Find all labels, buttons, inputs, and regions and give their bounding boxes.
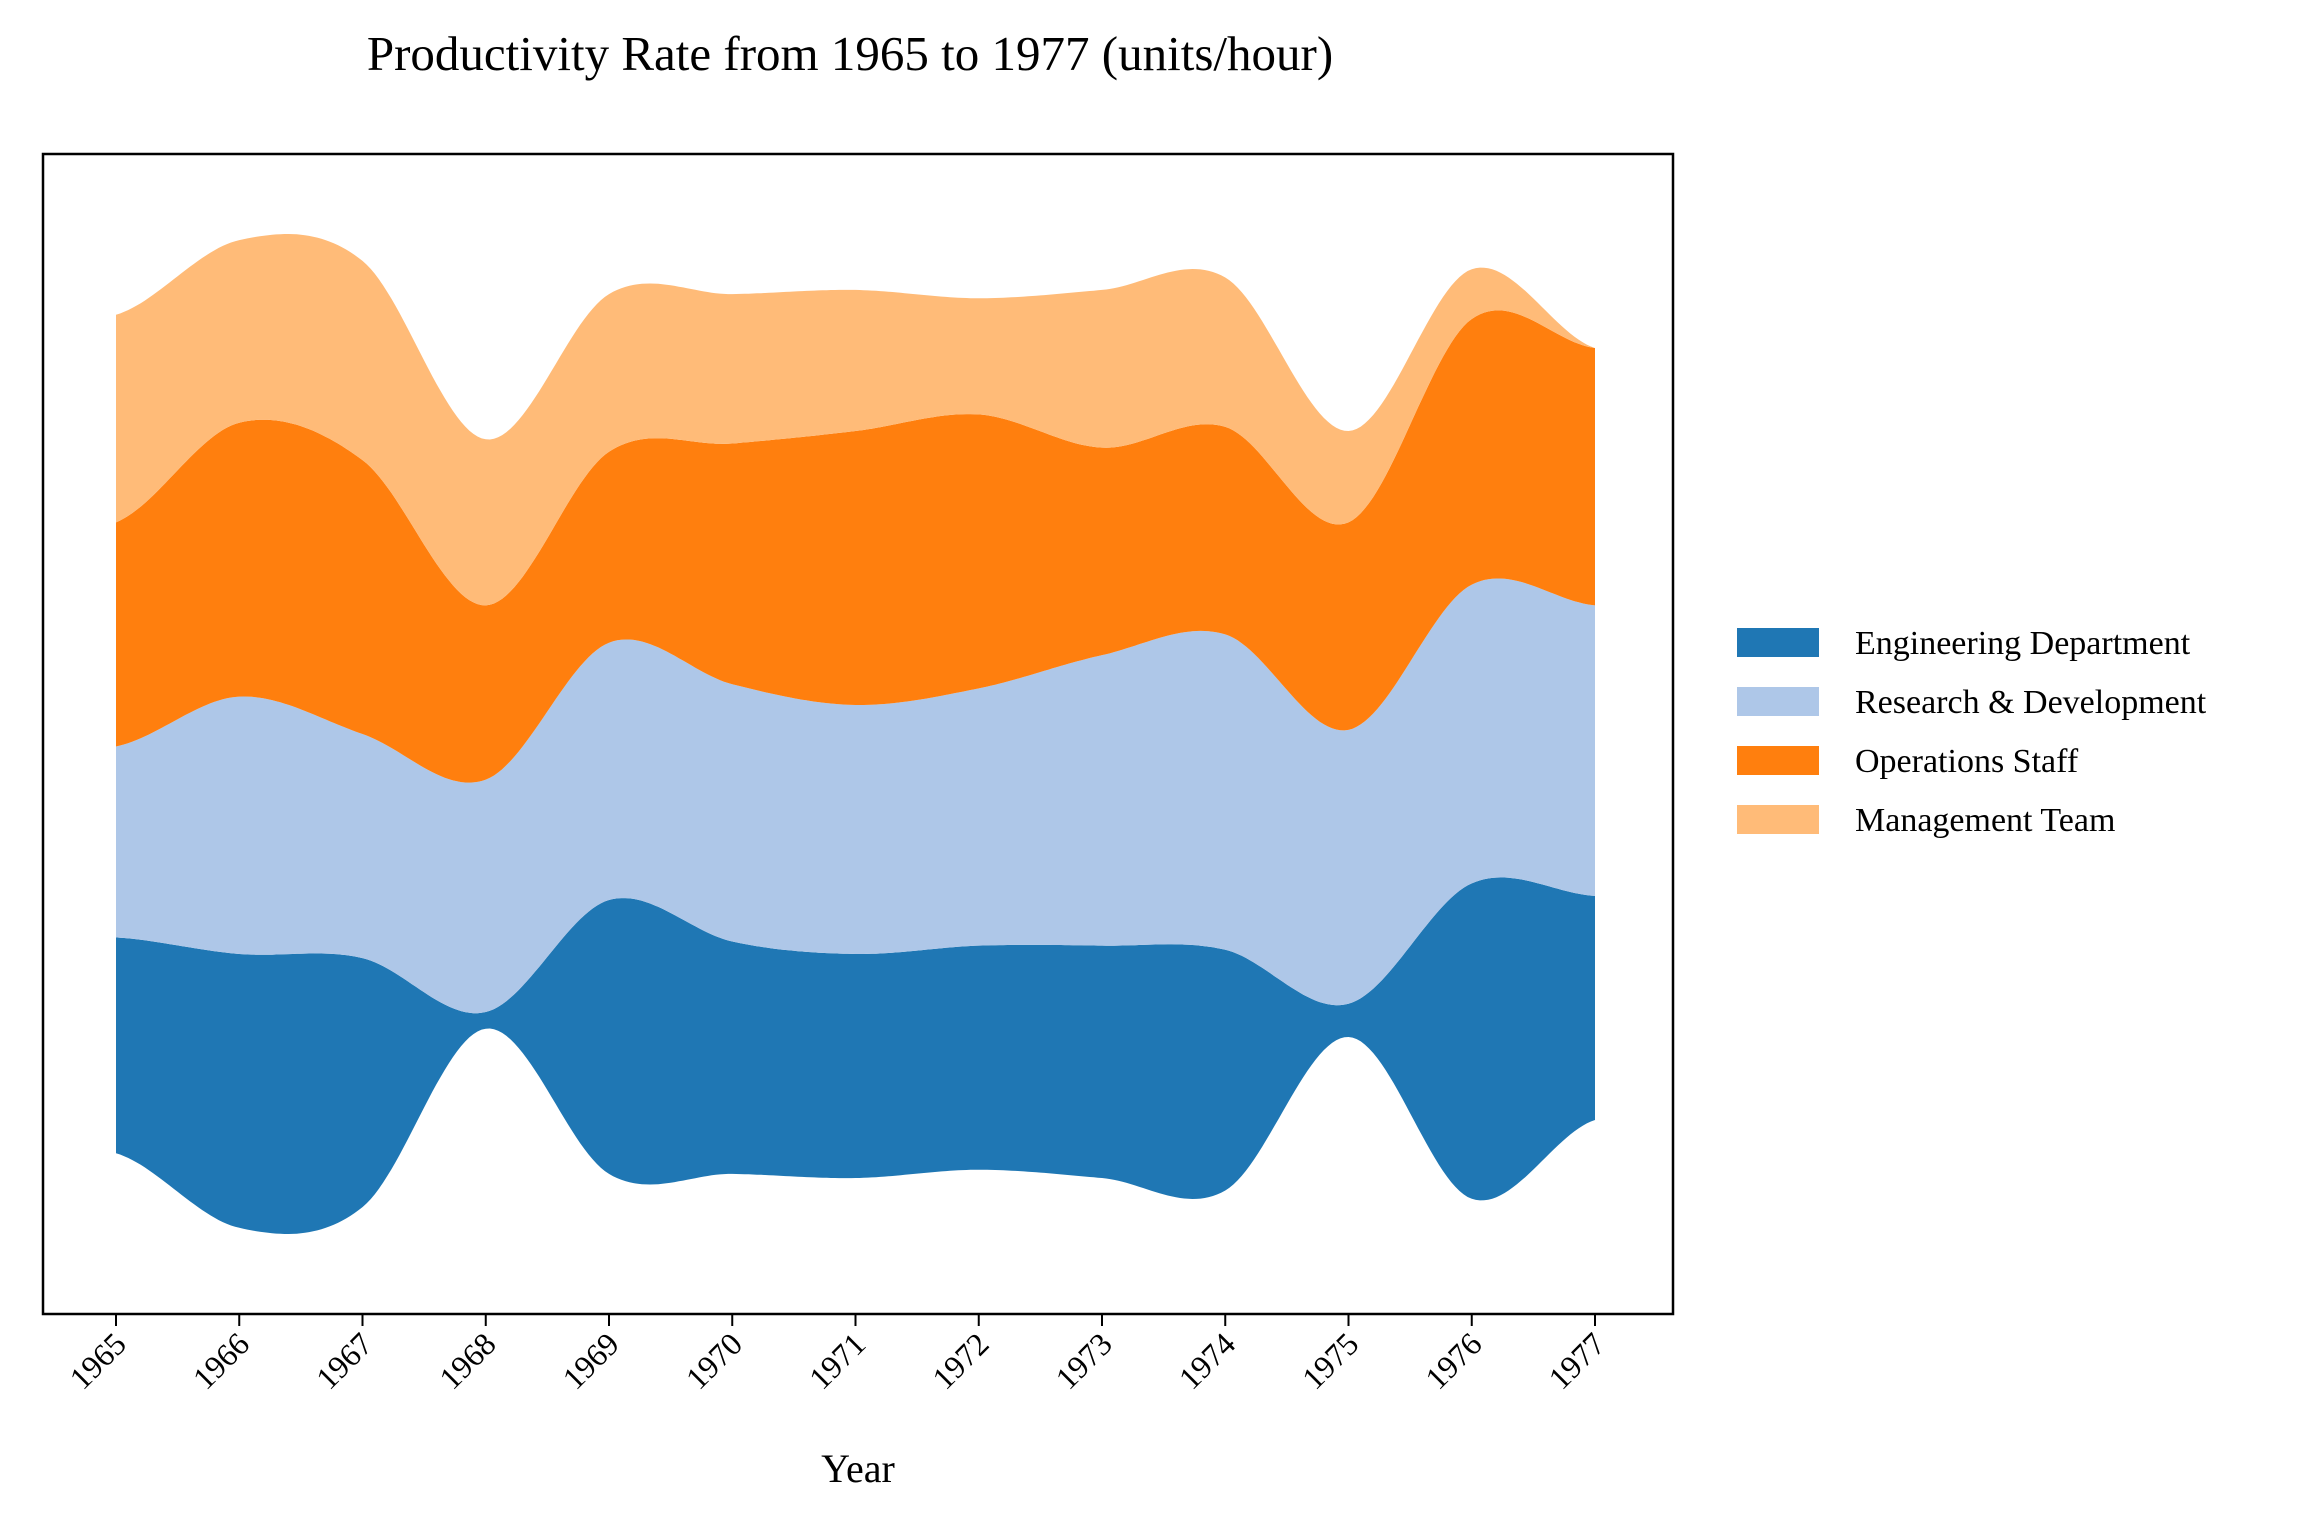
legend-label: Research & Development — [1855, 684, 2207, 721]
legend-label: Operations Staff — [1855, 743, 2079, 780]
legend-label: Management Team — [1855, 802, 2115, 839]
stream-area-operations-staff — [116, 310, 1595, 783]
plot-frame — [41, 152, 1675, 1316]
legend-label: Engineering Department — [1855, 625, 2191, 662]
legend-swatch — [1737, 687, 1819, 716]
x-axis-label: Year — [821, 1446, 895, 1491]
stream-area-engineering-department — [116, 877, 1595, 1234]
legend-swatch — [1737, 628, 1819, 657]
stream-area-research-development — [116, 578, 1595, 1014]
legend-swatch — [1737, 805, 1819, 834]
chart-title: Productivity Rate from 1965 to 1977 (uni… — [367, 26, 1333, 81]
legend-swatch — [1737, 746, 1819, 775]
stream-areas — [116, 234, 1595, 1234]
stream-area-management-team — [116, 234, 1595, 606]
legend: Engineering Department Research & Develop… — [1737, 625, 2207, 839]
